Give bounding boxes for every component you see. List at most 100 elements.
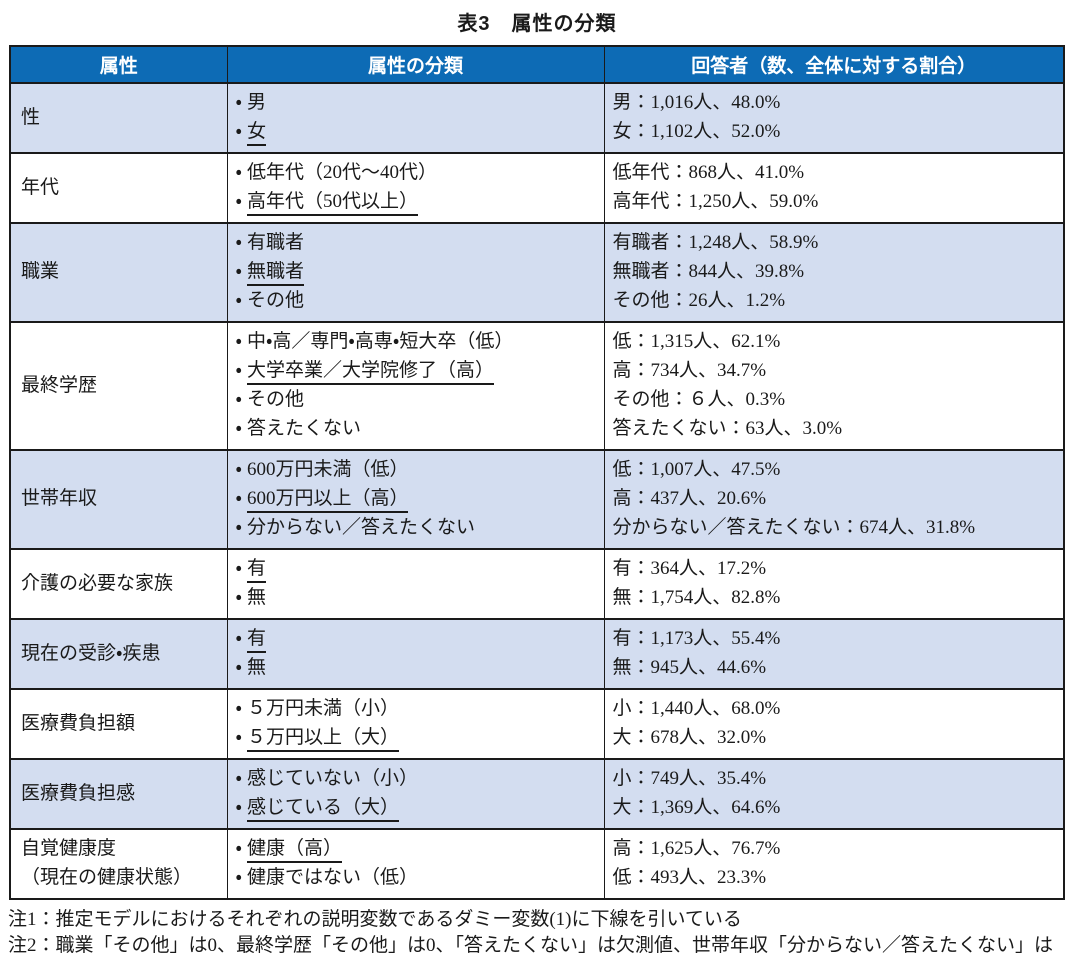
attribute-cell: 現在の受診・疾患: [10, 618, 227, 689]
classification-text-underlined: 無職者: [246, 261, 304, 286]
table-header: 属性 属性の分類 回答者（数、全体に対する割合）: [10, 46, 1064, 84]
classification-item: ・大学卒業／大学院修了（高）: [236, 356, 596, 385]
classification-item: ・ 600万円未満（低）: [236, 455, 596, 484]
classification-text: 中・高／専門・高専・短大卒（低）: [246, 331, 514, 352]
classification-cell: ・感じていない（小）・感じている（大）: [226, 758, 604, 829]
respondent-stat: 低：1,007人、47.5%: [612, 459, 781, 480]
note-text: 職業「その他」は0、最終学歴「その他」は0、「答えたくない」は欠測値、世帯年収「…: [55, 935, 1054, 956]
classification-text-underlined: 600万円以上（高）: [246, 488, 409, 513]
respondents-cell: 有：1,173人、55.4% 無：945人、44.6%: [603, 618, 1064, 689]
bullet-icon: ・: [235, 459, 242, 480]
classification-text: 無: [246, 657, 266, 678]
note-text: 推定モデルにおけるそれぞれの説明変数であるダミー変数(1)に下線を引いている: [55, 909, 742, 930]
table-row: 最終学歴・中・高／専門・高専・短大卒（低）・大学卒業／大学院修了（高）・その他・…: [10, 321, 1064, 450]
respondent-stat: 女：1,102人、52.0%: [612, 121, 781, 142]
classification-item: ・ ５万円未満（小）: [236, 694, 596, 723]
attribute-label: 医療費負担額: [21, 712, 136, 734]
respondents-cell: 低年代：868人、41.0% 高年代：1,250人、59.0%: [603, 152, 1064, 223]
respondent-stat: 答えたくない：63人、3.0%: [612, 418, 843, 439]
respondent-stat: 有職者：1,248人、58.9%: [612, 232, 819, 253]
bullet-icon: ・: [235, 517, 242, 538]
classification-cell: ・低年代（20代～40代）・高年代（50代以上）: [226, 152, 604, 223]
classification-text: 答えたくない: [246, 418, 361, 439]
bullet-icon: ・: [235, 92, 242, 113]
classification-item: ・その他: [236, 286, 596, 315]
table-row: 年代・低年代（20代～40代）・高年代（50代以上） 低年代：868人、41.0%…: [10, 152, 1064, 223]
classification-cell: ・ 600万円未満（低）・ 600万円以上（高）・分からない／答えたくない: [226, 449, 604, 549]
classification-text: 有職者: [246, 232, 304, 253]
attribute-label: 最終学歴: [21, 374, 98, 396]
classification-text: 600万円未満（低）: [246, 459, 409, 480]
bullet-icon: ・: [235, 162, 242, 183]
note-1: 注1：推定モデルにおけるそれぞれの説明変数であるダミー変数(1)に下線を引いてい…: [8, 907, 1066, 933]
classification-item: ・健康ではない（低）: [236, 863, 596, 892]
classification-text-underlined: 健康（高）: [246, 838, 342, 863]
note-label: 注2：: [8, 935, 56, 956]
classification-text: その他: [246, 389, 304, 410]
header-row: 属性 属性の分類 回答者（数、全体に対する割合）: [10, 46, 1064, 84]
classification-cell: ・有職者・無職者・その他: [226, 222, 604, 322]
bullet-icon: ・: [235, 727, 242, 748]
respondent-stat: 小：749人、35.4%: [612, 768, 767, 789]
bullet-icon: ・: [235, 191, 242, 212]
bullet-icon: ・: [235, 232, 242, 253]
classification-cell: ・男・女: [226, 83, 604, 153]
attribute-label: 世帯年収: [21, 488, 98, 509]
table-row: 職業・有職者・無職者・その他 有職者：1,248人、58.9% 無職者：844人、3…: [10, 222, 1064, 322]
classification-item: ・感じている（大）: [236, 793, 596, 822]
attribute-cell: 職業: [10, 222, 227, 322]
classification-text: ５万円未満（小）: [246, 698, 399, 719]
respondents-cell: 小：1,440人、68.0% 大：678人、32.0%: [603, 688, 1064, 759]
attribute-label: 年代: [21, 176, 60, 198]
classification-cell: ・ ５万円未満（小）・ ５万円以上（大）: [226, 688, 604, 759]
table-row: 医療費負担感・感じていない（小）・感じている（大） 小：749人、35.4% 大：1…: [10, 758, 1064, 829]
classification-item: ・ 600万円以上（高）: [236, 484, 596, 513]
classification-text-underlined: 大学卒業／大学院修了（高）: [246, 360, 494, 385]
classification-text: 無: [246, 587, 266, 608]
respondent-stat: 分からない／答えたくない：674人、31.8%: [612, 517, 976, 538]
bullet-icon: ・: [235, 389, 242, 410]
classification-text-underlined: 有: [246, 628, 266, 653]
bullet-icon: ・: [235, 558, 242, 579]
classification-item: ・低年代（20代～40代）: [236, 158, 596, 187]
classification-item: ・感じていない（小）: [236, 764, 596, 793]
attributes-table: 属性 属性の分類 回答者（数、全体に対する割合） 性・男・女男：1,016人、4…: [9, 45, 1065, 900]
respondent-stat: 無職者：844人、39.8%: [612, 261, 805, 282]
classification-item: ・有: [236, 554, 596, 583]
classification-item: ・ ５万円以上（大）: [236, 723, 596, 752]
attribute-cell: 介護の必要な家族: [10, 548, 227, 619]
attribute-label: 現在の受診・疾患: [21, 642, 161, 664]
attribute-label: 介護の必要な家族: [21, 572, 174, 594]
attribute-cell: 性: [10, 83, 227, 153]
respondent-stat: 無：945人、44.6%: [612, 657, 767, 678]
table-row: 医療費負担額・ ５万円未満（小）・ ５万円以上（大） 小：1,440人、68.0% 大：…: [10, 688, 1064, 759]
respondent-stat: 高：734人、34.7%: [612, 360, 767, 381]
bullet-icon: ・: [235, 587, 242, 608]
table-row: 現在の受診・疾患・有・無有：1,173人、55.4% 無：945人、44.6%: [10, 618, 1064, 689]
table-row: 自覚健康度 （現在の健康状態）・健康（高）・健康ではない（低） 高：1,625人、7…: [10, 828, 1064, 899]
bullet-icon: ・: [235, 261, 242, 282]
attribute-cell: 年代: [10, 152, 227, 223]
respondent-stat: 男：1,016人、48.0%: [612, 92, 781, 113]
classification-item: ・男: [236, 88, 596, 117]
classification-item: ・中・高／専門・高専・短大卒（低）: [236, 327, 596, 356]
respondent-stat: 高：1,625人、76.7%: [612, 838, 781, 859]
attribute-label: 職業: [21, 261, 60, 282]
classification-item: ・無: [236, 583, 596, 612]
table-title: 表3 属性の分類: [457, 13, 617, 35]
classification-item: ・健康（高）: [236, 834, 596, 863]
bullet-icon: ・: [235, 768, 242, 789]
classification-item: ・有職者: [236, 228, 596, 257]
classification-item: ・無職者: [236, 257, 596, 286]
respondent-stat: 有：1,173人、55.4%: [612, 628, 781, 649]
respondents-cell: 有：364人、17.2% 無：1,754人、82.8%: [603, 548, 1064, 619]
respondent-stat: 低年代：868人、41.0%: [612, 162, 805, 183]
notes: 注1：推定モデルにおけるそれぞれの説明変数であるダミー変数(1)に下線を引いてい…: [8, 907, 1066, 960]
classification-item: ・女: [236, 117, 596, 146]
respondents-cell: 低：1,007人、47.5% 高：437人、20.6% 分からない／答えたくない：6…: [603, 449, 1064, 549]
bullet-icon: ・: [235, 418, 242, 439]
column-header-classification: 属性の分類: [226, 46, 604, 84]
respondents-cell: 有職者：1,248人、58.9% 無職者：844人、39.8% その他：26人、1.…: [603, 222, 1064, 322]
classification-text-underlined: ５万円以上（大）: [246, 727, 399, 752]
classification-item: ・高年代（50代以上）: [236, 187, 596, 216]
